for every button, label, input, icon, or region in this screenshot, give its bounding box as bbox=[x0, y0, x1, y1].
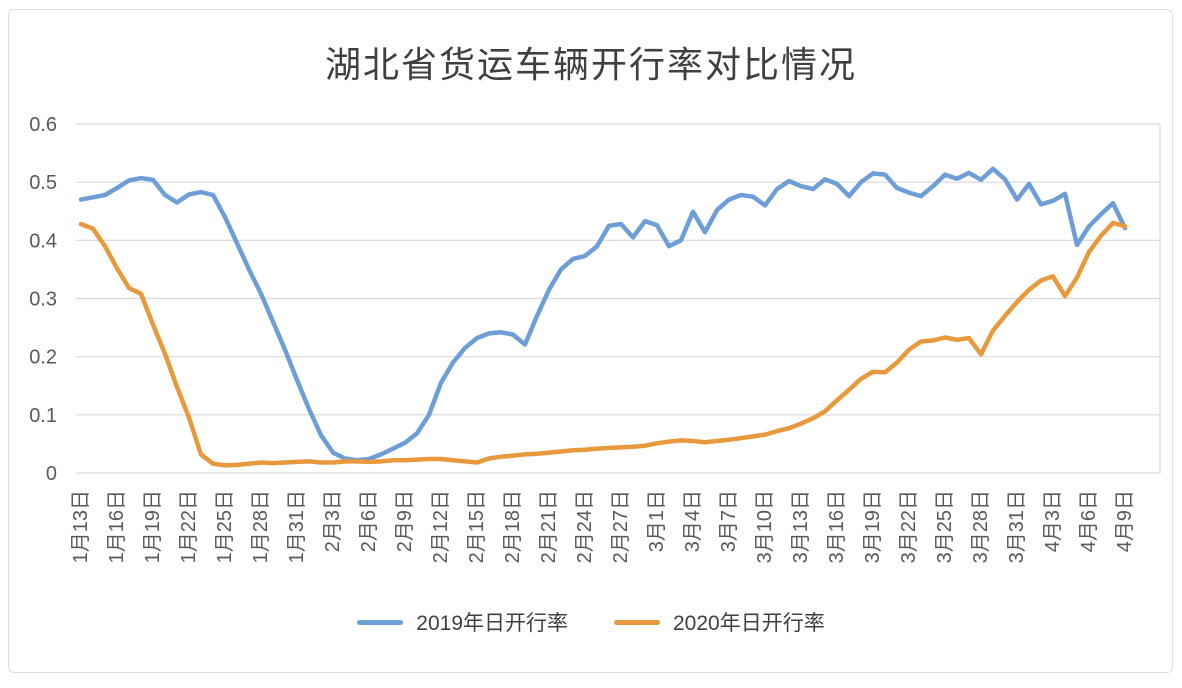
x-tick-label: 1月19日 bbox=[142, 490, 164, 563]
series-line-2020 bbox=[78, 220, 1128, 468]
x-tick-label: 1月13日 bbox=[70, 490, 92, 563]
x-tick-label: 2月12日 bbox=[430, 490, 452, 563]
x-tick-label: 2月15日 bbox=[466, 490, 488, 563]
x-tick-label: 4月9日 bbox=[1114, 490, 1136, 552]
x-tick-label: 4月6日 bbox=[1078, 490, 1100, 552]
x-tick-label: 2月24日 bbox=[574, 490, 596, 563]
x-tick-label: 2月3日 bbox=[322, 490, 344, 552]
x-tick-label: 3月31日 bbox=[1006, 490, 1028, 563]
y-tick-label: 0.6 bbox=[29, 114, 57, 136]
x-tick-label: 2月27日 bbox=[610, 490, 632, 563]
y-tick-label: 0.5 bbox=[29, 172, 57, 194]
x-tick-label: 3月19日 bbox=[862, 490, 884, 563]
x-tick-label: 1月25日 bbox=[214, 490, 236, 563]
legend-item-2019: 2019年日开行率 bbox=[357, 607, 568, 637]
chart-frame-border bbox=[8, 9, 1173, 673]
x-tick-label: 3月1日 bbox=[646, 490, 668, 552]
chart-title: 湖北省货运车辆开行率对比情况 bbox=[324, 45, 857, 85]
x-tick-label: 3月13日 bbox=[790, 490, 812, 563]
legend-swatch-2020 bbox=[614, 619, 660, 625]
x-tick-label: 2月18日 bbox=[502, 490, 524, 563]
x-tick-label: 2月21日 bbox=[538, 490, 560, 563]
x-tick-label: 4月3日 bbox=[1042, 490, 1064, 552]
x-tick-label: 1月22日 bbox=[178, 490, 200, 563]
y-tick-label: 0.1 bbox=[29, 405, 57, 427]
x-tick-label: 3月4日 bbox=[682, 490, 704, 552]
x-tick-label: 1月28日 bbox=[250, 490, 272, 563]
x-tick-label: 1月31日 bbox=[286, 490, 308, 563]
legend-item-2020: 2020年日开行率 bbox=[614, 607, 825, 637]
x-tick-label: 3月16日 bbox=[826, 490, 848, 563]
legend-label-2019: 2019年日开行率 bbox=[416, 612, 568, 635]
x-tick-label: 1月16日 bbox=[106, 490, 128, 563]
legend-swatch-2019 bbox=[357, 619, 404, 625]
x-tick-label: 2月6日 bbox=[358, 490, 380, 552]
x-tick-label: 2月9日 bbox=[394, 490, 416, 552]
x-tick-label: 3月10日 bbox=[754, 490, 776, 563]
legend: 2019年日开行率 2020年日开行率 bbox=[0, 607, 1182, 637]
y-tick-label: 0 bbox=[46, 463, 57, 485]
x-tick-label: 3月25日 bbox=[934, 490, 956, 563]
y-tick-label: 0.2 bbox=[29, 347, 57, 369]
legend-label-2020: 2020年日开行率 bbox=[673, 612, 825, 635]
x-tick-label: 3月7日 bbox=[718, 490, 740, 552]
x-tick-label: 3月28日 bbox=[970, 490, 992, 563]
series-line-2019 bbox=[78, 166, 1128, 463]
y-tick-label: 0.4 bbox=[29, 230, 57, 252]
x-tick-label: 3月22日 bbox=[898, 490, 920, 563]
y-tick-label: 0.3 bbox=[29, 289, 57, 311]
